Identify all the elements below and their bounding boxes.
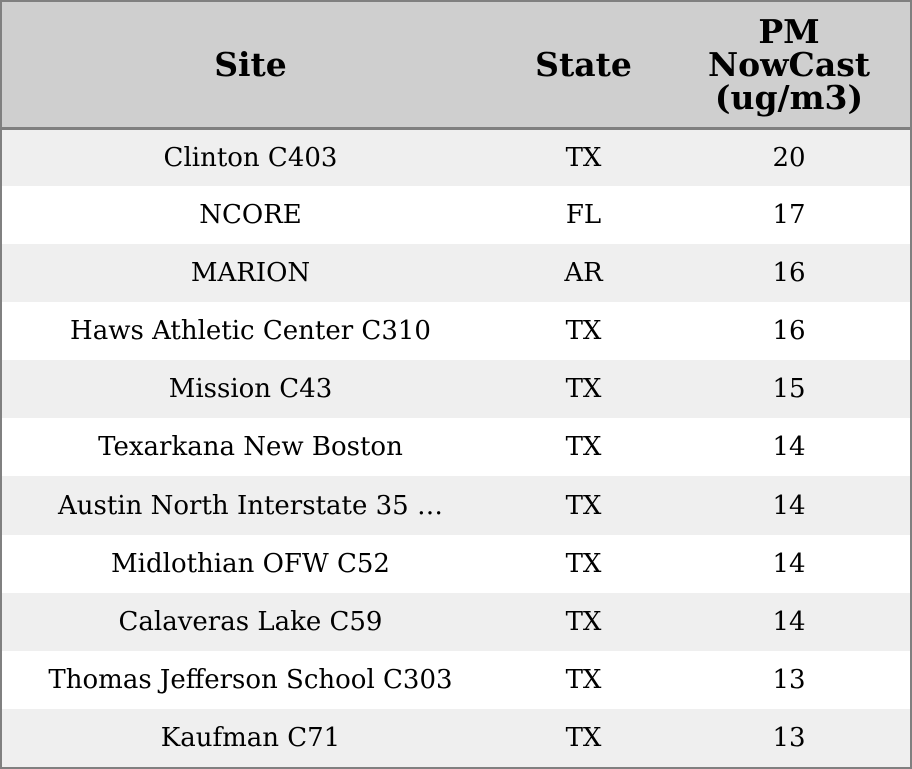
- cell-site: Thomas Jefferson School C303: [48, 664, 453, 695]
- cell-pm-nowcast: 13: [772, 722, 806, 753]
- cell-site: Midlothian OFW C52: [111, 548, 390, 579]
- cell-state: TX: [565, 316, 602, 347]
- cell-state: TX: [565, 548, 602, 579]
- cell-state: TX: [565, 664, 602, 695]
- table-row: Calaveras Lake C59 TX 14: [2, 592, 910, 651]
- table-row: Thomas Jefferson School C303 TX 13: [2, 650, 910, 709]
- cell-state: AR: [564, 258, 603, 289]
- cell-site: MARION: [190, 258, 311, 289]
- cell-pm-nowcast: 14: [772, 490, 806, 521]
- table-row: Texarkana New Boston TX 14: [2, 418, 910, 477]
- cell-state: TX: [565, 374, 602, 405]
- column-header-pm-line-2: NowCast: [707, 44, 871, 84]
- column-header-state: State: [499, 2, 668, 130]
- table-row: NCORE FL 17: [2, 186, 910, 245]
- table-row: Midlothian OFW C52 TX 14: [2, 534, 910, 593]
- cell-pm-nowcast: 17: [772, 200, 806, 231]
- column-header-pm-line-1: PM: [758, 11, 820, 51]
- cell-site: Mission C43: [168, 374, 333, 405]
- header-row: Site State PM NowCast (ug/m3): [2, 2, 910, 130]
- cell-state: TX: [565, 432, 602, 463]
- table-row: Kaufman C71 TX 13: [2, 708, 910, 767]
- cell-site: Texarkana New Boston: [98, 432, 403, 463]
- cell-site: NCORE: [199, 200, 302, 231]
- cell-state: TX: [565, 722, 602, 753]
- cell-site: Austin North Interstate 35 …: [58, 490, 443, 521]
- cell-pm-nowcast: 16: [772, 258, 806, 289]
- table-row: Clinton C403 TX 20: [2, 128, 910, 187]
- table-body: Clinton C403 TX 20 NCORE FL 17 MARION AR…: [2, 128, 910, 767]
- cell-state: TX: [565, 606, 602, 637]
- cell-site: Kaufman C71: [160, 722, 341, 753]
- cell-pm-nowcast: 15: [772, 374, 806, 405]
- table-row: Haws Athletic Center C310 TX 16: [2, 302, 910, 361]
- cell-state: FL: [565, 200, 602, 231]
- cell-site: Haws Athletic Center C310: [70, 316, 431, 347]
- cell-pm-nowcast: 14: [772, 432, 806, 463]
- table-header: Site State PM NowCast (ug/m3): [2, 2, 910, 130]
- table-row: MARION AR 16: [2, 244, 910, 303]
- cell-pm-nowcast: 13: [772, 664, 806, 695]
- cell-state: TX: [565, 490, 602, 521]
- cell-pm-nowcast: 14: [772, 548, 806, 579]
- column-header-pm-nowcast: PM NowCast (ug/m3): [668, 2, 910, 130]
- cell-state: TX: [565, 142, 602, 173]
- column-header-pm-line-3: (ug/m3): [714, 77, 864, 117]
- cell-site: Clinton C403: [163, 142, 338, 173]
- table-row: Austin North Interstate 35 … TX 14: [2, 476, 910, 535]
- cell-pm-nowcast: 14: [772, 606, 806, 637]
- cell-site: Calaveras Lake C59: [118, 606, 383, 637]
- column-header-site: Site: [2, 2, 499, 130]
- cell-pm-nowcast: 16: [772, 316, 806, 347]
- cell-pm-nowcast: 20: [772, 142, 806, 173]
- table-row: Mission C43 TX 15: [2, 360, 910, 419]
